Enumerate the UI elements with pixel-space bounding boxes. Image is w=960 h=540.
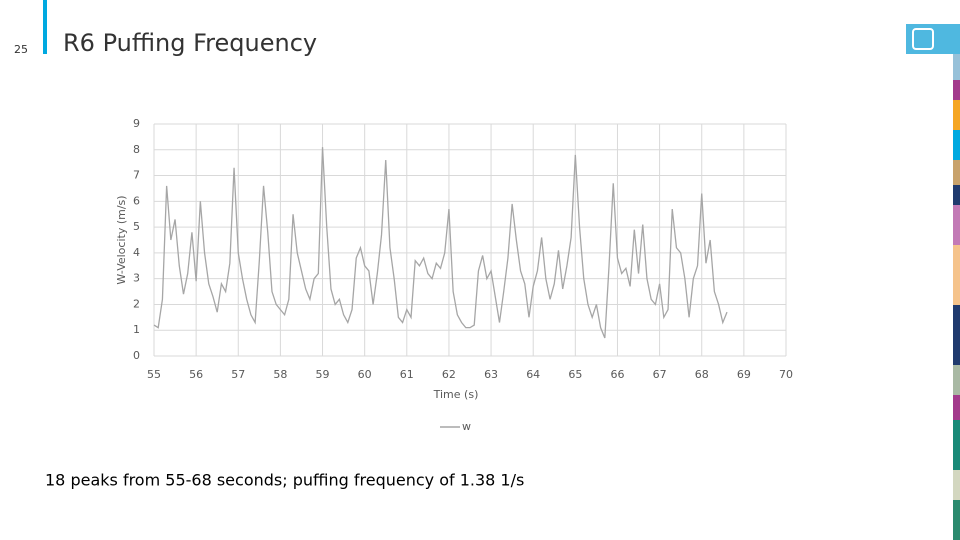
x-tick-label: 58 (273, 368, 287, 381)
x-tick-label: 64 (526, 368, 540, 381)
y-tick-label: 0 (133, 349, 140, 362)
y-tick-label: 5 (133, 220, 140, 233)
x-tick-label: 69 (737, 368, 751, 381)
y-tick-label: 1 (133, 323, 140, 336)
y-tick-label: 6 (133, 194, 140, 207)
y-tick-label: 7 (133, 169, 140, 182)
y-tick-label: 8 (133, 143, 140, 156)
y-tick-label: 2 (133, 297, 140, 310)
logo-icon (912, 28, 934, 50)
legend-label: w (462, 420, 471, 433)
y-tick-label: 9 (133, 117, 140, 130)
x-tick-label: 55 (147, 368, 161, 381)
x-tick-label: 68 (695, 368, 709, 381)
x-tick-label: 60 (358, 368, 372, 381)
y-tick-label: 4 (133, 246, 140, 259)
y-tick-label: 3 (133, 272, 140, 285)
y-axis-label: W-Velocity (m/s) (115, 195, 128, 284)
x-tick-label: 63 (484, 368, 498, 381)
x-tick-label: 66 (610, 368, 624, 381)
x-tick-label: 65 (568, 368, 582, 381)
caption: 18 peaks from 55-68 seconds; puffing fre… (45, 471, 524, 490)
x-tick-label: 70 (779, 368, 793, 381)
x-axis-label: Time (s) (433, 388, 479, 401)
x-tick-label: 67 (653, 368, 667, 381)
page-number: 25 (14, 43, 28, 56)
x-tick-label: 56 (189, 368, 203, 381)
accent-bar (43, 0, 47, 54)
x-tick-label: 62 (442, 368, 456, 381)
x-tick-label: 57 (231, 368, 245, 381)
x-tick-label: 59 (316, 368, 330, 381)
x-tick-label: 61 (400, 368, 414, 381)
data-line (153, 147, 728, 339)
side-strip (953, 54, 960, 540)
slide-title: R6 Puffing Frequency (63, 29, 317, 57)
